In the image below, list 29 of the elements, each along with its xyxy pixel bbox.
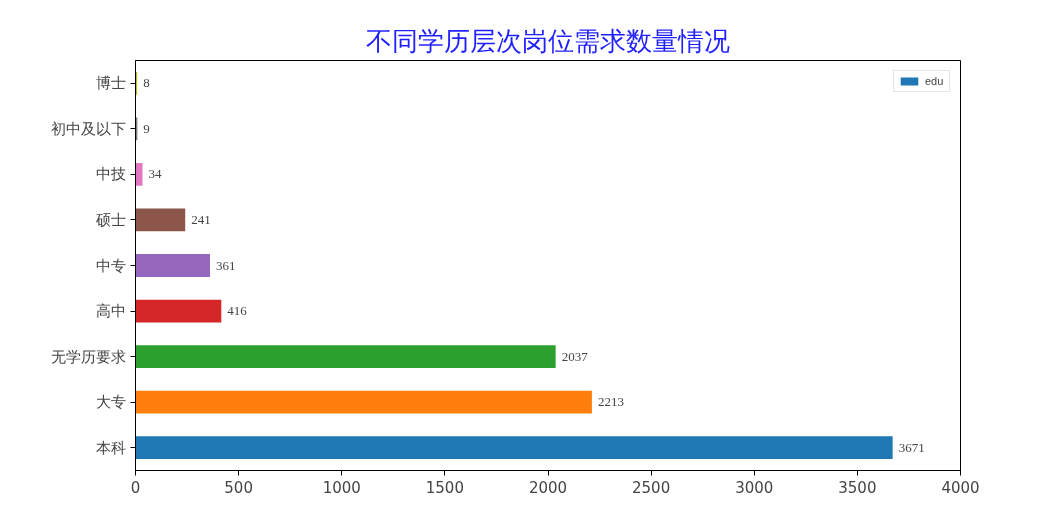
y-tick-label: 大专 (95, 393, 126, 412)
y-tick-label: 中技 (95, 165, 126, 184)
data-label: 3671 (898, 439, 925, 455)
data-label: 9 (143, 120, 150, 136)
y-tick-label: 初中及以下 (50, 119, 126, 138)
y-tick-label: 博士 (95, 74, 126, 93)
y-tick-label: 高中 (95, 302, 126, 321)
x-tick-label: 2000 (528, 478, 568, 497)
x-tick-label: 0 (130, 478, 141, 497)
y-tick-label: 无学历要求 (50, 347, 126, 366)
data-label: 416 (227, 303, 248, 319)
data-label: 2037 (561, 348, 589, 364)
x-tick-label: 3500 (838, 478, 877, 497)
data-label: 361 (215, 257, 236, 273)
data-label: 8 (143, 75, 150, 91)
x-tick-label: 1000 (322, 478, 361, 497)
x-tick-label: 3000 (735, 478, 774, 497)
x-tick-label: 1500 (425, 478, 464, 497)
x-tick-label: 4000 (941, 478, 980, 497)
y-tick-label: 中专 (95, 256, 126, 275)
data-label: 241 (191, 211, 211, 227)
data-label: 34 (148, 166, 163, 182)
y-tick-label: 本科 (95, 438, 126, 457)
chart-title: 不同学历层次岗位需求数量情况 (366, 25, 730, 56)
legend-label: edu (925, 75, 945, 87)
data-label: 2213 (597, 394, 624, 410)
x-tick-label: 500 (224, 478, 253, 497)
y-tick-label: 硕士 (94, 210, 126, 229)
x-tick-label: 2500 (632, 478, 671, 497)
